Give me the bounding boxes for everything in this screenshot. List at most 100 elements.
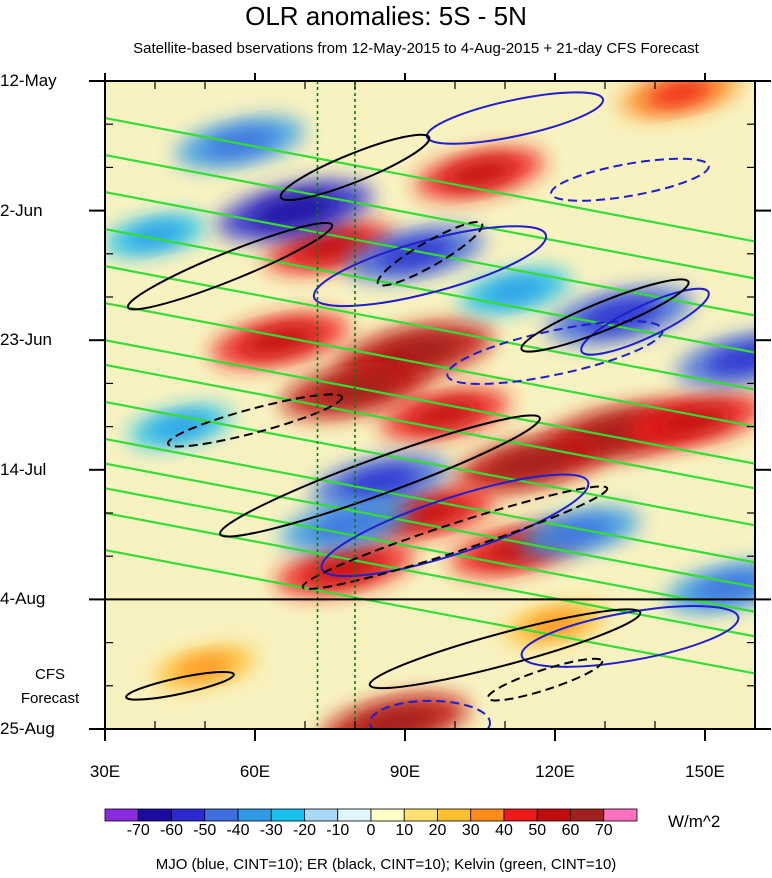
anomaly-blob-core [151, 414, 209, 439]
mjo-contour [520, 605, 740, 668]
x-tick-label: 30E [89, 762, 121, 781]
colorbar-level-label: -30 [259, 822, 283, 839]
kelvin-contour [105, 437, 755, 564]
y-tick-label: 2-Jun [0, 200, 43, 220]
kelvin-contour [105, 191, 755, 317]
colorbar-level-label: -50 [193, 822, 217, 839]
anomaly-blob-core [444, 158, 516, 189]
anomaly-field [105, 81, 755, 729]
anomaly-blob [519, 507, 641, 556]
anomaly-blob-core [252, 192, 338, 229]
kelvin-contour [105, 548, 755, 675]
mjo-contour [369, 699, 491, 729]
colorbar-level-label: -60 [159, 822, 184, 839]
colorbar-swatch [171, 808, 206, 822]
colorbar [104, 808, 638, 822]
colorbar-swatch [204, 808, 239, 822]
y-tick-label: 12-May [0, 71, 57, 90]
colorbar-swatch [570, 808, 605, 822]
er-contour [167, 393, 343, 448]
colorbar-swatch [137, 808, 172, 822]
kelvin-contour [105, 116, 755, 243]
x-tick-label: 60E [239, 762, 271, 781]
mjo-contour [320, 473, 590, 578]
er-contour [126, 221, 334, 311]
er-contour [376, 221, 484, 287]
anomaly-blob [415, 148, 545, 200]
colorbar-level-label: 0 [366, 822, 376, 839]
colorbar-level-label: 10 [395, 822, 414, 839]
anomaly-blob-core [706, 342, 755, 375]
mjo-contour [312, 225, 548, 308]
er-contour [368, 608, 642, 690]
anomaly-blob-core [484, 277, 546, 304]
x-tick-label: 120E [535, 762, 575, 781]
anomaly-blob-core [176, 655, 234, 680]
colorbar-level-label: -40 [226, 822, 250, 839]
er-contour [301, 485, 609, 590]
colorbar-swatch [403, 808, 438, 822]
anomaly-blob [345, 226, 485, 281]
er-contour [486, 657, 604, 702]
reference-lines [316, 81, 356, 729]
anomaly-blob [128, 405, 232, 448]
colorbar-level-label: 20 [428, 822, 447, 839]
colorbar-swatch [104, 808, 139, 822]
x-tick-label: 150E [685, 762, 725, 781]
kelvin-contour [105, 302, 755, 428]
legend-text: MJO (blue, CINT=10); ER (black, CINT=10)… [155, 856, 617, 873]
mjo-contour [446, 320, 664, 385]
anomaly-blob-core [306, 552, 384, 585]
kelvin-contour [105, 363, 755, 490]
colorbar-level-label: -10 [326, 822, 350, 839]
colorbar-level-label: 50 [528, 822, 547, 839]
anomaly-blob [217, 180, 373, 241]
colorbar-level-label: 70 [594, 822, 613, 839]
y-tick-label: 14-Jul [0, 459, 47, 479]
axis-ticks [89, 73, 771, 741]
y-tick-label: 23-Jun [0, 330, 52, 350]
kelvin-contour [105, 339, 755, 465]
anomaly-blob-core [294, 232, 366, 263]
chart-subtitle: Satellite-based bservations from 12-May-… [133, 40, 699, 57]
colorbar-swatch [237, 808, 272, 822]
colorbar-level-label: 40 [495, 822, 513, 839]
kelvin-contour [105, 487, 755, 613]
colorbar-swatch [337, 808, 372, 822]
anomaly-blob [380, 388, 510, 440]
colorbar-level-label: 30 [461, 822, 480, 839]
forecast-label-line2: Forecast [20, 690, 80, 707]
colorbar-swatch [304, 808, 339, 822]
plot-frame [104, 80, 756, 730]
colorbar-swatch [603, 808, 638, 822]
colorbar-swatch [270, 808, 305, 822]
wave-contours [105, 91, 755, 729]
colorbar-level-label: -70 [126, 822, 150, 839]
kelvin-contour [105, 462, 755, 589]
er-contour [219, 414, 541, 538]
colorbar-swatch [470, 808, 505, 822]
mjo-contour [580, 287, 710, 356]
kelvin-contour [105, 511, 755, 638]
anomaly-blob-core [409, 399, 481, 430]
anomaly-blob-core [394, 498, 466, 528]
plot-border [104, 80, 756, 730]
chart-title: OLR anomalies: 5S - 5N [245, 1, 527, 31]
mjo-contour [425, 91, 605, 145]
anomaly-blob-core [489, 446, 571, 481]
kelvin-contour [105, 400, 755, 527]
anomaly-blob [275, 541, 415, 596]
colorbar-swatch [437, 808, 472, 822]
er-contour [279, 133, 431, 202]
colorbar-swatch [370, 808, 405, 822]
forecast-label-line1: CFS [35, 666, 65, 683]
y-tick-label: 25-Aug [0, 719, 55, 738]
colorbar-level-label: 60 [561, 822, 580, 839]
colorbar-swatch [503, 808, 538, 822]
x-tick-label: 90E [389, 762, 421, 781]
anomaly-blob-core [646, 81, 714, 108]
kelvin-contour [105, 228, 755, 354]
er-contour [520, 278, 690, 353]
colorbar-units: W/m^2 [668, 812, 721, 831]
